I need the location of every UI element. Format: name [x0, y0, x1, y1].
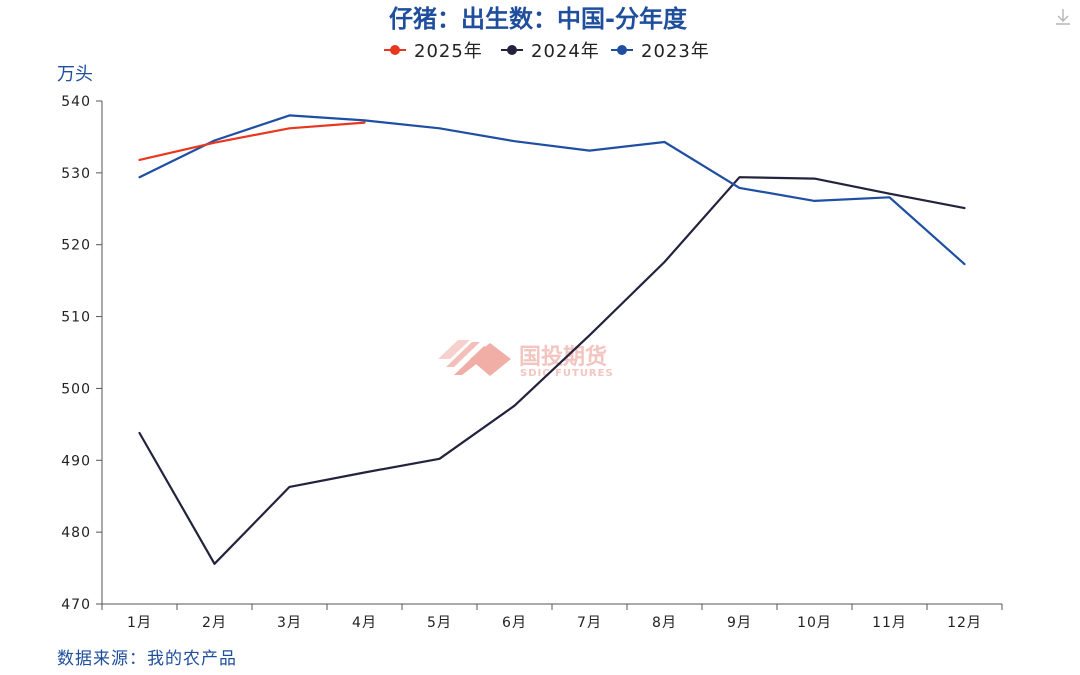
x-tick-label: 4月 [352, 615, 377, 631]
x-tick-label: 2月 [202, 615, 227, 631]
download-icon[interactable] [1056, 9, 1070, 25]
legend-marker [390, 45, 400, 55]
y-tick-label: 480 [61, 525, 91, 541]
legend-label: 2025年 [414, 41, 483, 62]
series-line-2 [138, 114, 966, 266]
series-line-1 [138, 176, 966, 565]
y-tick-label: 510 [61, 310, 91, 326]
x-tick-label: 7月 [577, 615, 602, 631]
y-tick-label: 530 [61, 166, 91, 182]
x-tick-label: 9月 [727, 615, 752, 631]
legend-marker [507, 45, 517, 55]
legend-label: 2024年 [531, 41, 600, 62]
x-tick-label: 6月 [502, 615, 527, 631]
y-tick-label: 520 [61, 238, 91, 254]
y-tick-label: 540 [61, 94, 91, 110]
series-group [138, 114, 966, 565]
x-tick-label: 10月 [797, 615, 832, 631]
y-tick-label: 490 [61, 453, 91, 469]
watermark-text: 国投期货 [519, 344, 607, 370]
watermark-logo-icon [438, 340, 511, 376]
x-tick-label: 12月 [947, 615, 982, 631]
source-note: 数据来源：我的农产品 [57, 649, 237, 669]
x-tick-label: 1月 [127, 615, 152, 631]
x-tick-label: 8月 [652, 615, 677, 631]
x-tick-label: 11月 [872, 615, 907, 631]
axes: 470 480 490 500 510 520 530 540 1月 2月 3月 4月 5月 6月 7月 8月… [61, 94, 1003, 631]
series-line-0 [138, 121, 366, 161]
watermark: 国投期货 SDIC FUTURES [438, 340, 614, 379]
chart-title: 仔猪：出生数：中国-分年度 [389, 5, 688, 33]
y-tick-label: 470 [61, 597, 91, 613]
watermark-subtext: SDIC FUTURES [520, 368, 614, 379]
legend: 2025年 2024年 2023年 [384, 41, 710, 62]
legend-label: 2023年 [641, 41, 710, 62]
y-axis-unit: 万头 [57, 64, 93, 85]
y-tick-label: 500 [61, 381, 91, 397]
legend-marker [617, 45, 627, 55]
x-tick-label: 3月 [277, 615, 302, 631]
x-tick-label: 5月 [427, 615, 452, 631]
